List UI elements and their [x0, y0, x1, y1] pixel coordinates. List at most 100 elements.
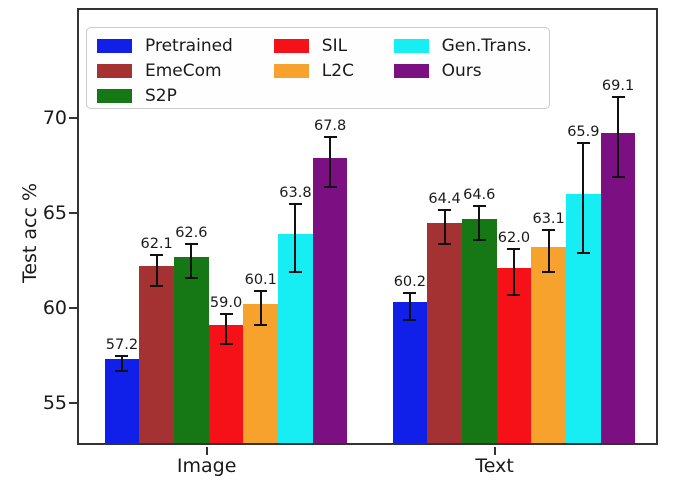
bar-value-label: 60.1 — [244, 272, 277, 289]
bar-pretrained-text — [392, 302, 428, 443]
error-bar-line — [120, 355, 123, 371]
legend-label: L2C — [321, 61, 354, 81]
bar-value-label: 60.2 — [393, 274, 426, 291]
error-bar-cap — [438, 242, 452, 245]
error-bar-cap — [219, 313, 233, 315]
y-tick-mark — [69, 117, 77, 120]
bar-l2c-text — [531, 247, 566, 443]
error-bar-line — [190, 243, 193, 278]
error-bar-cap — [219, 343, 233, 346]
error-bar-cap — [115, 370, 129, 372]
bar-value-label: 63.1 — [532, 211, 565, 228]
bar-l2c-image — [243, 304, 279, 443]
bar-value-label: 69.1 — [601, 78, 635, 95]
error-bar-cap — [288, 202, 302, 205]
y-axis-label: Test acc % — [19, 182, 41, 284]
legend-label: Ours — [441, 61, 482, 81]
bar-emecom-image — [139, 266, 174, 443]
legend-swatch-icon — [97, 64, 132, 78]
legend-swatch-icon — [97, 89, 132, 103]
error-bar-cap — [611, 96, 625, 99]
legend-label: SIL — [321, 36, 348, 56]
legend-column: SIL L2C — [273, 36, 394, 100]
error-bar-cap — [611, 176, 625, 179]
bar-sil-text — [496, 268, 532, 443]
x-tick-mark — [493, 447, 496, 455]
error-bar-cap — [150, 254, 164, 257]
bar-ours-text — [600, 133, 636, 443]
legend-item-ours: Ours — [393, 61, 539, 81]
x-category-label: Image — [176, 455, 237, 477]
error-bar-cap — [576, 142, 590, 144]
legend-swatch-icon — [273, 64, 309, 78]
y-tick-mark — [69, 307, 77, 310]
x-tick-mark — [205, 447, 208, 455]
error-bar-cap — [507, 294, 521, 296]
y-tick-label: 60 — [42, 296, 67, 319]
error-bar-cap — [254, 324, 268, 327]
bar-value-label: 59.0 — [209, 295, 243, 311]
error-bar-cap — [323, 185, 337, 188]
error-bar-line — [443, 209, 446, 244]
error-bar-cap — [184, 276, 198, 279]
legend-column: Gen.Trans. Ours — [393, 36, 539, 100]
error-bar-cap — [254, 290, 268, 293]
error-bar-cap — [472, 238, 486, 241]
bar-value-label: 64.6 — [463, 186, 496, 203]
error-bar-line — [478, 205, 481, 240]
bar-pretrained-image — [104, 359, 140, 443]
error-bar-cap — [403, 318, 417, 321]
bar-value-label: 57.2 — [105, 336, 139, 353]
y-tick-mark — [69, 212, 77, 215]
error-bar-cap — [507, 248, 521, 251]
error-bar-cap — [438, 208, 452, 211]
error-bar-line — [294, 203, 297, 273]
legend: Pretrained EmeCom S2P SIL L2C Gen.Trans. Ours — [86, 27, 550, 109]
legend-swatch-icon — [393, 64, 429, 78]
legend-item-gen-trans-: Gen.Trans. — [393, 36, 539, 56]
legend-swatch-icon — [273, 39, 309, 53]
bar-value-label: 65.9 — [567, 124, 600, 140]
legend-label: EmeCom — [145, 61, 222, 81]
error-bar-cap — [403, 292, 417, 295]
error-bar-cap — [576, 252, 590, 255]
legend-item-emecom: EmeCom — [97, 61, 274, 81]
error-bar-cap — [288, 271, 302, 274]
bar-ours-image — [312, 158, 348, 443]
error-bar-line — [155, 255, 158, 286]
legend-item-l2c: L2C — [273, 61, 394, 81]
bar-s2p-text — [461, 218, 497, 443]
bar-value-label: 67.8 — [313, 118, 347, 135]
bar-emecom-text — [427, 222, 462, 443]
legend-label: Gen.Trans. — [441, 36, 532, 56]
error-bar-cap — [542, 229, 556, 232]
bar-value-label: 63.8 — [279, 184, 312, 201]
legend-column: Pretrained EmeCom S2P — [97, 36, 274, 106]
legend-item-s2p: S2P — [97, 86, 274, 106]
error-bar-line — [259, 291, 262, 326]
error-bar-line — [547, 230, 550, 273]
error-bar-line — [512, 249, 515, 295]
error-bar-cap — [542, 271, 556, 274]
error-bar-line — [329, 137, 332, 187]
legend-swatch-icon — [97, 39, 132, 53]
error-bar-cap — [184, 242, 198, 245]
error-bar-cap — [323, 136, 337, 139]
x-category-label: Text — [475, 455, 514, 477]
error-bar-line — [582, 143, 585, 254]
y-tick-label: 70 — [42, 106, 67, 129]
legend-item-sil: SIL — [273, 36, 394, 56]
y-tick-label: 55 — [42, 391, 67, 414]
error-bar-line — [408, 293, 411, 320]
error-bar-line — [225, 314, 228, 345]
bar-s2p-image — [174, 256, 209, 443]
bar-value-label: 62.1 — [140, 236, 173, 253]
error-bar-line — [617, 97, 620, 178]
legend-swatch-icon — [393, 39, 429, 53]
error-bar-cap — [115, 354, 129, 357]
bar-value-label: 64.4 — [428, 190, 461, 207]
y-tick-label: 65 — [42, 201, 67, 224]
legend-label: S2P — [145, 86, 177, 106]
error-bar-cap — [150, 284, 164, 287]
